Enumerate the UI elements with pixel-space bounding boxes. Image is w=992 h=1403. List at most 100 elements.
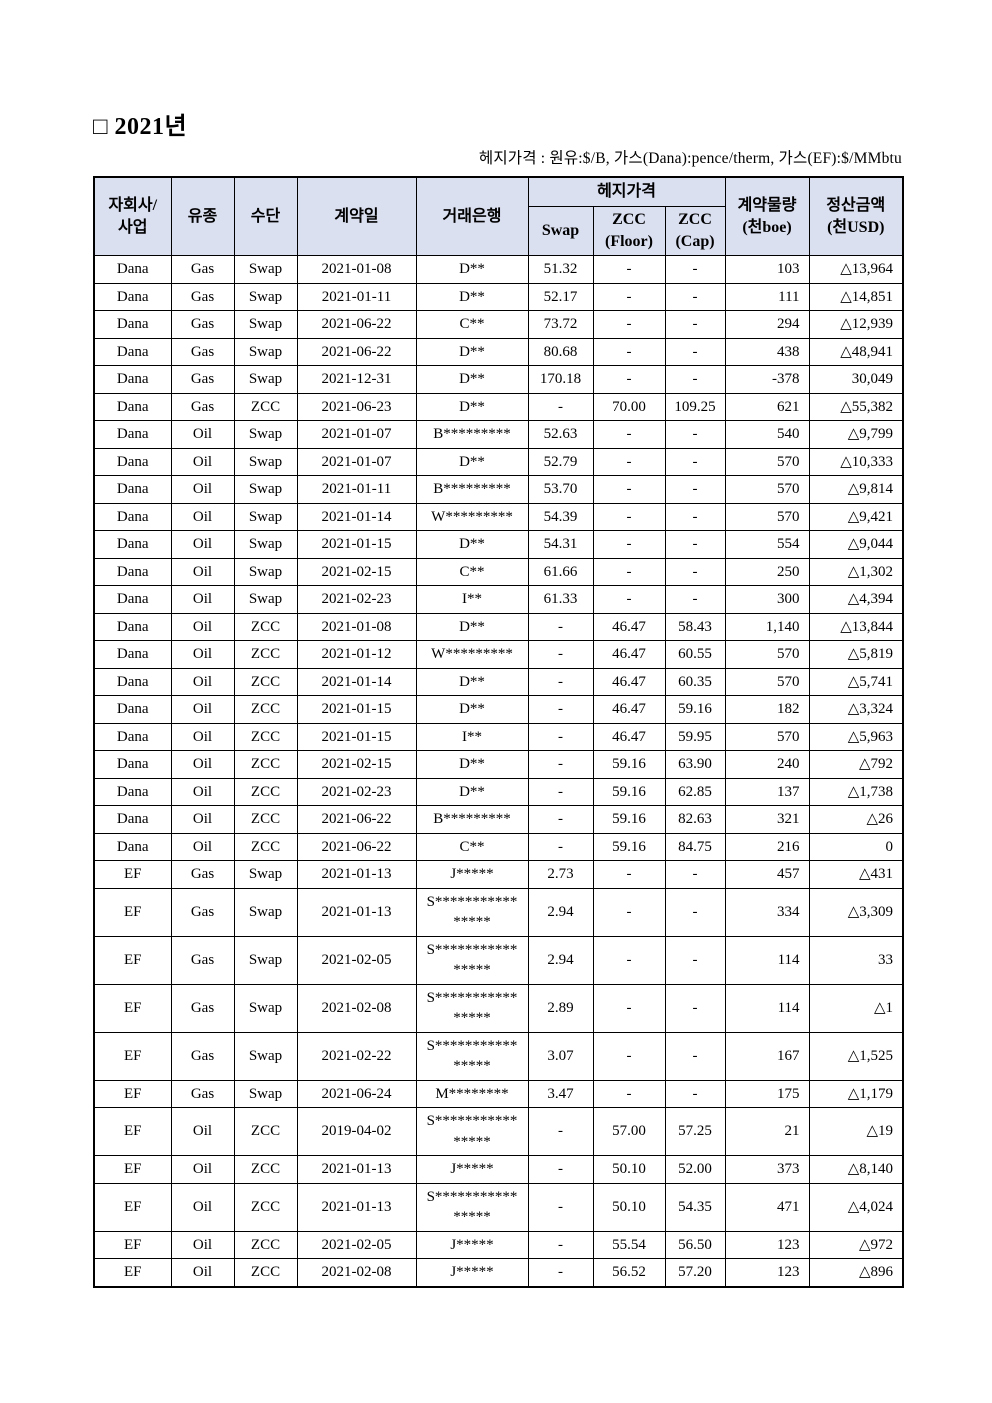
cell-company: Dana [93,447,172,476]
cell-swap: 61.33 [527,585,594,614]
cell-volume: 240 [724,750,810,779]
cell-swap: - [527,1258,594,1287]
table-row: Dana Oil ZCC 2021-01-15 I** -46.47 59.95 570 △5,… [93,722,904,751]
cell-fuel: Oil [170,777,235,806]
cell-date: 2021-01-15 [296,695,417,724]
cell-date: 2021-01-13 [296,1155,417,1184]
cell-swap: 2.94 [527,887,594,937]
cell-settlement: △1,179 [808,1079,904,1108]
cell-bank: S*********** ***** [415,935,529,985]
cell-fuel: Oil [170,722,235,751]
cell-date: 2021-02-05 [296,1230,417,1259]
cell-zcc-cap: - [664,337,726,366]
cell-bank: J***** [415,1258,529,1287]
cell-zcc-floor: 59.16 [592,750,666,779]
cell-swap: 3.47 [527,1079,594,1108]
cell-zcc-cap: 58.43 [664,612,726,641]
cell-company: EF [93,860,172,889]
cell-volume: 321 [724,805,810,834]
cell-company: Dana [93,777,172,806]
cell-fuel: Oil [170,667,235,696]
cell-fuel: Gas [170,935,235,985]
cell-bank: S*********** ***** [415,1182,529,1232]
cell-volume: 250 [724,557,810,586]
cell-swap: - [527,832,594,861]
cell-volume: 570 [724,502,810,531]
header-row-group: 자회사/ 사업 유종 수단 계약일 거래은행 헤지가격 계약물량 (천boe) … [93,176,904,256]
cell-zcc-cap: 56.50 [664,1230,726,1259]
cell-settlement: △4,394 [808,585,904,614]
cell-settlement: △3,324 [808,695,904,724]
cell-zcc-floor: 46.47 [592,667,666,696]
cell-bank: D** [415,530,529,559]
cell-date: 2021-01-13 [296,887,417,937]
cell-zcc-floor: - [592,1031,666,1081]
cell-bank: J***** [415,1230,529,1259]
table-row: Dana Gas Swap 2021-12-31 D** 170.18- - -378 30,0… [93,365,904,394]
table-row: Dana Oil Swap 2021-01-11 B********* 53.70- -57… [93,475,904,504]
cell-zcc-floor: - [592,255,666,284]
cell-zcc-floor: - [592,337,666,366]
cell-company: Dana [93,392,172,421]
cell-bank: I** [415,722,529,751]
table-row: Dana Gas Swap 2021-01-11 D** 52.17- -111 △14,85… [93,282,904,311]
cell-bank: D** [415,392,529,421]
cell-zcc-cap: 57.25 [664,1107,726,1156]
header-date: 계약일 [296,176,417,256]
cell-bank: S*********** ***** [415,887,529,937]
cell-company: Dana [93,667,172,696]
cell-zcc-cap: 52.00 [664,1155,726,1184]
cell-volume: 111 [724,282,810,311]
cell-zcc-floor: 59.16 [592,832,666,861]
cell-fuel: Oil [170,585,235,614]
cell-zcc-cap: - [664,420,726,449]
cell-date: 2021-01-11 [296,475,417,504]
cell-company: EF [93,887,172,937]
cell-company: EF [93,1182,172,1232]
cell-swap: - [527,777,594,806]
cell-zcc-cap: 63.90 [664,750,726,779]
cell-method: Swap [233,502,298,531]
cell-date: 2021-02-05 [296,935,417,985]
cell-method: ZCC [233,1230,298,1259]
cell-zcc-floor: 59.16 [592,805,666,834]
cell-zcc-cap: 82.63 [664,805,726,834]
cell-settlement: △48,941 [808,337,904,366]
cell-settlement: △1,525 [808,1031,904,1081]
cell-method: Swap [233,420,298,449]
table-row: Dana Gas Swap 2021-06-22 C** 73.72- -294 △12,93… [93,310,904,339]
cell-swap: 73.72 [527,310,594,339]
cell-method: ZCC [233,832,298,861]
header-method: 수단 [233,176,298,256]
table-row: EF Gas Swap 2021-02-22 S*********** ***** 3.0… [93,1031,904,1081]
cell-bank: I** [415,585,529,614]
cell-volume: 103 [724,255,810,284]
cell-fuel: Gas [170,860,235,889]
cell-method: ZCC [233,695,298,724]
cell-bank: W********* [415,502,529,531]
cell-swap: 52.79 [527,447,594,476]
cell-method: Swap [233,255,298,284]
cell-company: EF [93,935,172,985]
cell-method: Swap [233,860,298,889]
cell-date: 2021-02-23 [296,777,417,806]
cell-zcc-floor: - [592,887,666,937]
cell-swap: 80.68 [527,337,594,366]
cell-fuel: Oil [170,447,235,476]
cell-zcc-cap: - [664,365,726,394]
cell-bank: B********* [415,475,529,504]
cell-zcc-cap: 60.55 [664,640,726,669]
cell-volume: 540 [724,420,810,449]
cell-swap: 52.17 [527,282,594,311]
header-zcc-cap: ZCC (Cap) [664,206,726,256]
cell-fuel: Oil [170,640,235,669]
cell-swap: 2.94 [527,935,594,985]
table-body: Dana Gas Swap 2021-01-08 D** 51.32- -103 △13,96… [93,255,904,1287]
cell-zcc-cap: - [664,530,726,559]
table-header: 자회사/ 사업 유종 수단 계약일 거래은행 헤지가격 계약물량 (천boe) … [93,176,904,256]
cell-volume: 438 [724,337,810,366]
cell-settlement: △13,964 [808,255,904,284]
table-row: Dana Oil ZCC 2021-06-22 B********* -59.16 82.6… [93,805,904,834]
cell-method: Swap [233,310,298,339]
table-row: Dana Oil ZCC 2021-01-12 W********* -46.47 60.5… [93,640,904,669]
